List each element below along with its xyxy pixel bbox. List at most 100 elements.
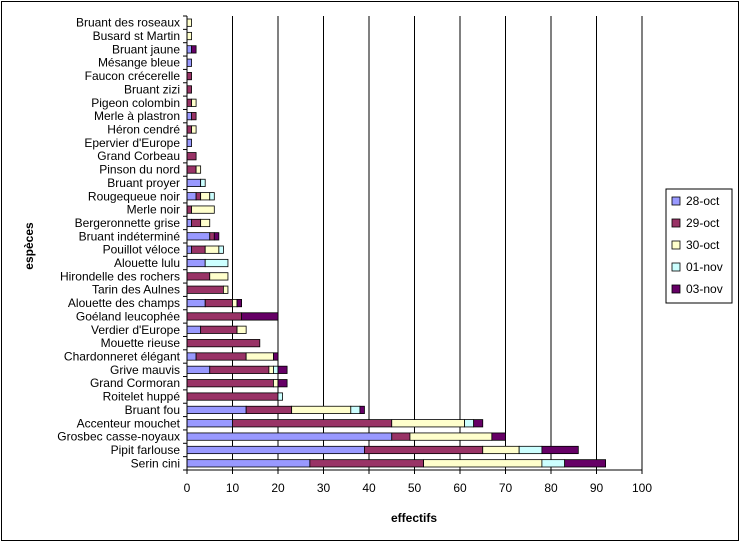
bar-segment — [186, 98, 192, 107]
x-tick-label: 0 — [184, 481, 191, 495]
legend-label: 28-oct — [686, 194, 720, 208]
bar-segment — [186, 112, 192, 121]
bar-segment — [186, 178, 202, 187]
bar-segment — [186, 45, 192, 54]
bars — [186, 18, 607, 468]
category-label: Bruant indéterminé — [79, 229, 181, 243]
category-label: Tarin des Aulnes — [92, 283, 180, 297]
bar-segment — [195, 192, 202, 201]
category-label: Roitelet huppé — [103, 390, 181, 404]
legend-swatch — [671, 196, 681, 206]
bar-segment — [232, 419, 393, 428]
category-label: Busard st Martin — [93, 29, 180, 43]
bar-segment — [186, 192, 197, 201]
category-label: Pinson du nord — [99, 163, 180, 177]
category-label: Héron cendré — [107, 123, 180, 137]
bar-segment — [277, 365, 288, 374]
category-label: Bruant zizi — [124, 82, 180, 96]
category-label: Verdier d'Europe — [91, 323, 180, 337]
bar-segment — [213, 232, 220, 241]
bar-segment — [191, 112, 197, 121]
bar-segment — [195, 165, 202, 174]
bar-segment — [186, 365, 211, 374]
bar-segment — [195, 352, 247, 361]
bar-segment — [186, 245, 192, 254]
bar-segment — [186, 312, 242, 321]
bar-segment — [291, 405, 352, 414]
category-label: Mouette rieuse — [101, 336, 181, 350]
category-label: Goéland leucophée — [76, 309, 180, 323]
bar-segment — [350, 405, 361, 414]
legend-swatch — [671, 284, 681, 294]
category-label: Grive mauvis — [110, 363, 180, 377]
bar-segment — [191, 245, 206, 254]
bar-segment — [391, 432, 411, 441]
x-tick-label: 50 — [408, 481, 422, 495]
bar-segment — [191, 205, 215, 214]
bar-segment — [186, 299, 206, 308]
bar-segment — [186, 392, 279, 401]
bar-segment — [186, 125, 192, 134]
bar-segment — [186, 432, 393, 441]
category-label: Serin cini — [131, 456, 180, 470]
bar-segment — [204, 258, 229, 268]
bar-segment — [541, 445, 579, 455]
bar-segment — [186, 352, 197, 361]
category-label: Bruant jaune — [112, 42, 180, 56]
bar-segment — [200, 178, 206, 187]
bar-segment — [186, 218, 192, 228]
bar-segment — [273, 352, 279, 361]
axes — [183, 15, 643, 474]
bar-segment — [209, 192, 215, 201]
category-label: Grosbec casse-noyaux — [57, 430, 180, 444]
bar-segment — [273, 365, 279, 374]
x-tick-label: 10 — [226, 481, 240, 495]
bar-segment — [241, 312, 279, 321]
category-label: Epervier d'Europe — [84, 136, 180, 150]
x-tick-label: 30 — [317, 481, 331, 495]
bar-segment — [541, 459, 566, 468]
bar-segment — [204, 245, 220, 254]
bar-segment — [186, 405, 247, 414]
bar-segment — [482, 445, 520, 455]
bar-segment — [186, 18, 192, 27]
x-tick-label: 100 — [632, 481, 652, 495]
bar-segment — [186, 419, 233, 428]
bar-segment — [464, 419, 475, 428]
legend-label: 03-nov — [686, 282, 723, 296]
bar-segment — [232, 299, 238, 308]
category-label: Chardonneret élégant — [64, 350, 181, 364]
x-tick-labels: 0 10 20 30 40 50 60 70 80 90 100 — [184, 481, 653, 495]
legend-label: 30-oct — [686, 238, 720, 252]
bar-segment — [222, 285, 229, 294]
category-label: Pouillot véloce — [103, 243, 181, 257]
x-tick-label: 70 — [499, 481, 513, 495]
bar-segment — [186, 285, 224, 294]
legend-label: 01-nov — [686, 260, 723, 274]
bar-segment — [491, 432, 506, 441]
bar-segment — [277, 379, 288, 388]
bar-segment — [236, 325, 247, 334]
bar-segment — [191, 45, 197, 54]
bar-segment — [245, 405, 293, 414]
bar-segment — [186, 205, 192, 214]
category-label: Alouette lulu — [114, 256, 180, 270]
bar-segment — [518, 445, 543, 455]
category-label: Bruant fou — [125, 403, 180, 417]
category-label: Rougequeue noir — [88, 189, 180, 203]
bar-segment — [186, 339, 261, 348]
bar-segment — [186, 58, 192, 67]
legend-swatch — [671, 262, 681, 272]
category-label: Merle noir — [127, 203, 180, 217]
legend-swatch — [671, 240, 681, 250]
category-label: Pigeon colombin — [91, 96, 180, 110]
bar-segment — [186, 258, 206, 268]
legend-label: 29-oct — [686, 216, 720, 230]
bar-segment — [191, 218, 202, 228]
category-label: Faucon crécerelle — [85, 69, 181, 83]
bar-segment — [186, 152, 197, 161]
bar-segment — [186, 85, 192, 94]
y-axis-label: espèces — [22, 222, 36, 270]
